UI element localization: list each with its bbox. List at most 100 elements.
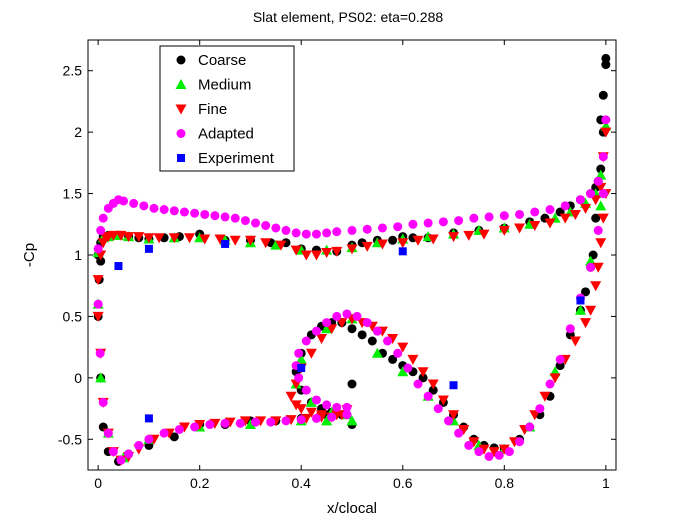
data-point-fine [529, 410, 541, 421]
data-point-adapted [575, 195, 585, 205]
data-point-adapted [93, 299, 103, 309]
data-point-adapted [332, 311, 342, 321]
data-point-coarse [598, 90, 608, 100]
data-marks [92, 53, 612, 466]
x-tick-label: 1 [602, 475, 610, 491]
legend-item-adapted: Adapted [176, 126, 254, 143]
data-point-fine [92, 275, 104, 286]
data-point-adapted [230, 213, 240, 223]
data-point-adapted [545, 205, 555, 215]
data-point-fine [488, 447, 500, 458]
legend-label-medium: Medium [198, 77, 251, 94]
data-point-coarse [367, 336, 377, 346]
data-point-coarse [357, 330, 367, 340]
data-point-adapted [124, 449, 134, 459]
data-point-adapted [139, 201, 149, 211]
data-point-fine [310, 250, 322, 261]
data-point-fine [580, 318, 592, 329]
data-point-fine [326, 324, 338, 335]
data-point-fine [397, 342, 409, 353]
data-point-adapted [210, 211, 220, 221]
data-point-fine [427, 234, 439, 245]
data-point-adapted [220, 212, 230, 222]
data-point-fine [214, 234, 226, 245]
data-point-adapted [261, 221, 271, 231]
data-point-fine [331, 246, 343, 257]
data-point-adapted [332, 402, 342, 412]
data-point-medium [574, 304, 586, 315]
data-point-adapted [311, 326, 321, 336]
data-point-coarse [347, 324, 357, 334]
data-point-fine [595, 238, 607, 249]
data-point-adapted [96, 225, 106, 235]
data-point-coarse [347, 379, 357, 389]
data-point-medium [397, 366, 409, 377]
data-point-coarse [601, 60, 611, 70]
y-axis-label: -Cp [21, 243, 38, 267]
data-point-fine [168, 233, 180, 244]
data-point-adapted [98, 397, 108, 407]
data-point-adapted [149, 203, 159, 213]
x-tick-label: 0.4 [291, 475, 311, 491]
data-point-fine [580, 203, 592, 214]
data-point-adapted [598, 189, 608, 199]
data-point-adapted [240, 216, 250, 226]
x-tick-label: 0.8 [495, 475, 515, 491]
data-point-adapted [98, 213, 108, 223]
data-point-coarse [581, 287, 591, 297]
data-point-fine [184, 233, 196, 244]
data-point-adapted [372, 326, 382, 336]
data-point-adapted [413, 379, 423, 389]
legend-item-experiment: Experiment [177, 150, 275, 167]
data-point-fine [115, 230, 127, 241]
data-point-adapted [393, 222, 403, 232]
data-point-fine [448, 410, 460, 421]
x-axis-label: x/clocal [327, 500, 377, 517]
data-point-adapted [129, 198, 139, 208]
data-point-medium [595, 200, 607, 211]
data-point-fine [199, 234, 211, 245]
data-point-adapted [474, 447, 484, 457]
legend-item-fine: Fine [175, 101, 227, 118]
data-point-fine [361, 241, 373, 252]
data-point-fine [458, 424, 470, 435]
data-point-adapted [464, 440, 474, 450]
legend-label-experiment: Experiment [198, 150, 275, 167]
data-point-adapted [301, 229, 311, 239]
data-point-fine [498, 444, 510, 455]
data-point-adapted [103, 428, 113, 438]
data-point-adapted [200, 209, 210, 219]
x-axis: 0 0.2 0.4 0.6 0.8 1 [94, 40, 610, 491]
data-point-adapted [515, 437, 525, 447]
data-point-adapted [119, 196, 129, 206]
data-point-adapted [342, 309, 352, 319]
data-point-adapted [281, 225, 291, 235]
legend-label-coarse: Coarse [198, 52, 246, 69]
data-point-fine [260, 238, 272, 249]
data-point-fine [590, 195, 602, 206]
data-point-fine [569, 336, 581, 347]
data-point-adapted [322, 400, 332, 410]
data-point-medium [321, 415, 333, 426]
data-point-adapted [108, 447, 118, 457]
x-tick-label: 0.2 [190, 475, 210, 491]
y-tick-label: 2 [74, 124, 82, 140]
data-point-fine [285, 391, 297, 402]
data-point-fine [539, 391, 551, 402]
data-point-adapted [454, 216, 464, 226]
data-point-adapted [530, 207, 540, 217]
data-point-adapted [545, 379, 555, 389]
data-point-adapted [271, 223, 281, 233]
data-point-fine [316, 334, 328, 345]
data-point-coarse [388, 235, 398, 245]
data-point-adapted [438, 217, 448, 227]
data-point-adapted [144, 434, 154, 444]
data-point-adapted [251, 218, 261, 228]
data-point-adapted [190, 422, 200, 432]
data-point-coarse [169, 432, 179, 442]
data-point-adapted [311, 229, 321, 239]
data-point-adapted [515, 209, 525, 219]
data-point-fine [448, 232, 460, 243]
data-point-adapted [352, 311, 362, 321]
